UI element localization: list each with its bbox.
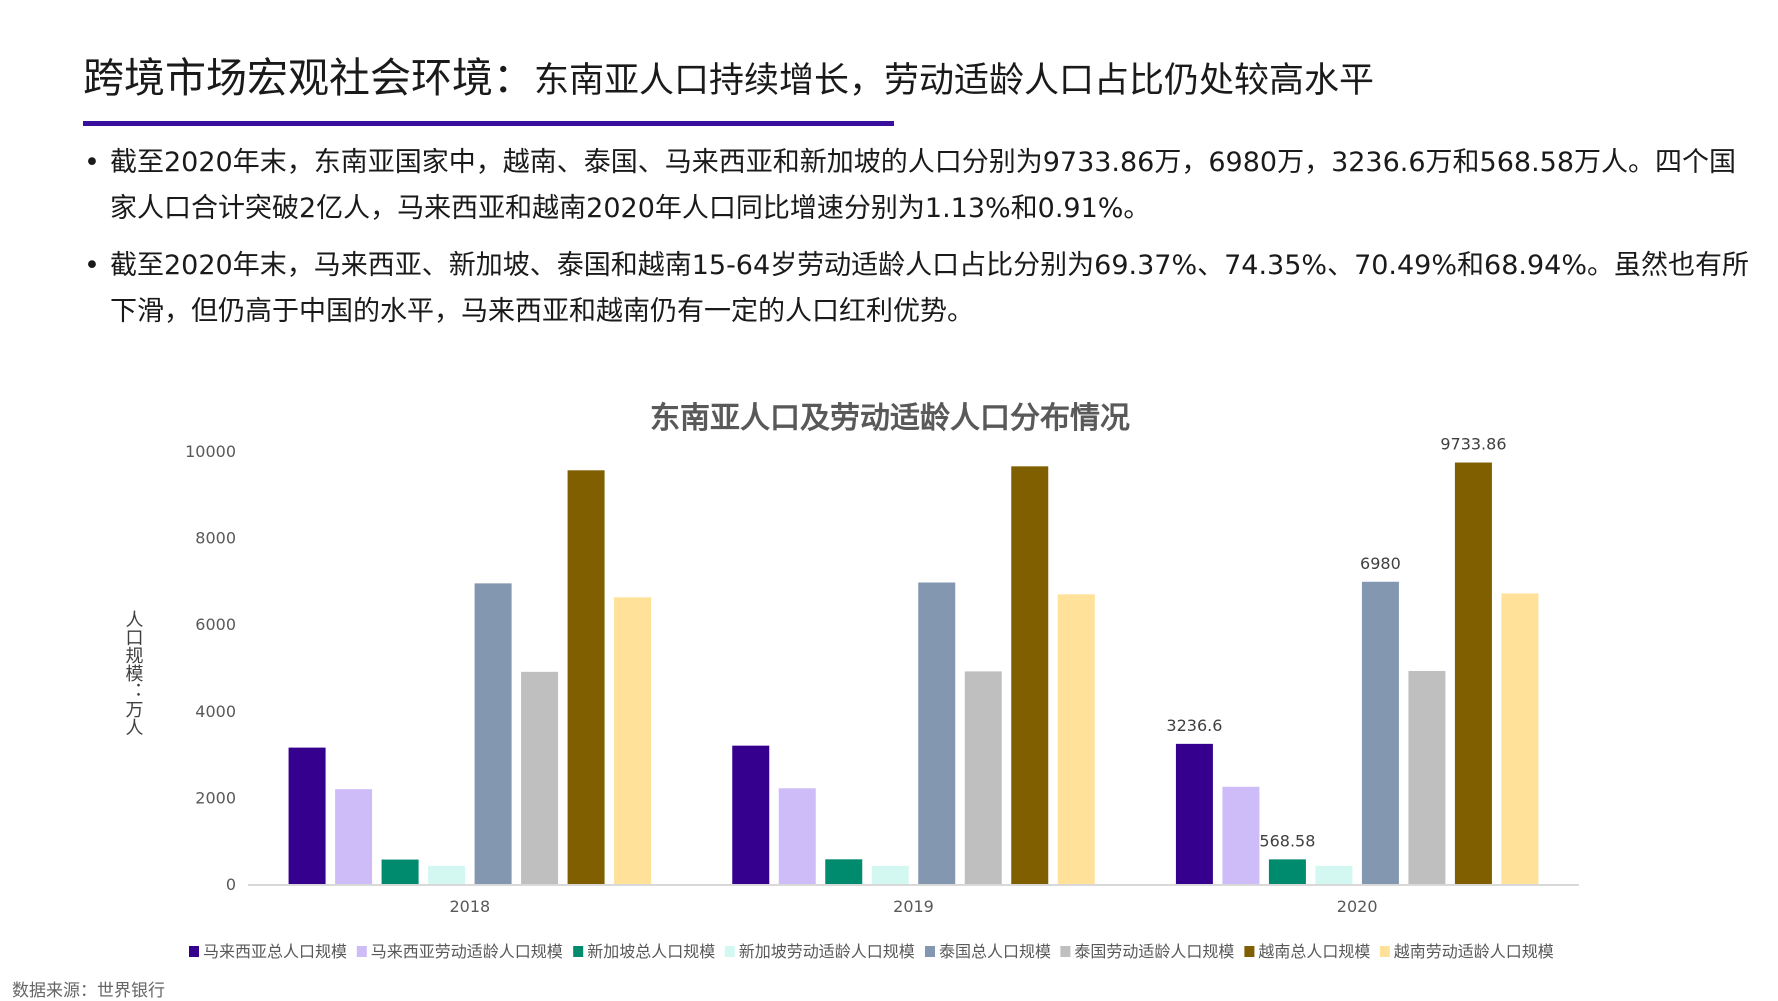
x-tick-label: 2020 — [1337, 897, 1378, 916]
bar — [825, 859, 863, 884]
legend-swatch — [1244, 946, 1255, 957]
x-tick-label: 2018 — [449, 897, 490, 916]
bar — [521, 671, 559, 884]
data-label: 6980 — [1360, 554, 1401, 573]
y-tick-label: 8000 — [195, 529, 236, 548]
bar — [1501, 593, 1539, 884]
y-tick-label: 10000 — [185, 442, 236, 461]
y-axis-label: 人口规模：万人 — [123, 610, 144, 736]
legend-label: 泰国总人口规模 — [939, 942, 1051, 961]
bar — [614, 597, 652, 884]
bar — [474, 583, 512, 884]
data-label: 9733.86 — [1440, 435, 1506, 454]
y-tick-label: 2000 — [195, 788, 236, 807]
legend-label: 越南总人口规模 — [1258, 942, 1370, 961]
legend-swatch — [925, 946, 935, 957]
bar — [964, 671, 1002, 884]
bar — [1057, 594, 1095, 884]
y-tick-label: 4000 — [195, 702, 236, 721]
bar — [335, 789, 373, 884]
legend-label: 马来西亚劳动适龄人口规模 — [371, 942, 563, 961]
legend-swatch — [356, 946, 367, 957]
legend-label: 马来西亚总人口规模 — [203, 942, 347, 961]
bar — [567, 470, 605, 884]
data-label: 568.58 — [1259, 831, 1315, 850]
legend-swatch — [1379, 946, 1390, 957]
data-source: 数据来源：世界银行 — [12, 981, 165, 1001]
legend-swatch — [573, 946, 584, 957]
bar — [1175, 743, 1213, 884]
bullet-list: • 截至2020年末，东南亚国家中，越南、泰国、马来西亚和新加坡的人口分别为973… — [82, 140, 1752, 346]
page-title-main: 跨境市场宏观社会环境： — [83, 54, 534, 102]
bullet-dot: • — [84, 250, 100, 281]
x-tick-label: 2019 — [893, 897, 934, 916]
legend-label: 新加坡总人口规模 — [587, 942, 715, 961]
bar — [1361, 581, 1399, 884]
title-underline — [83, 121, 894, 126]
bullet-item: • 截至2020年末，东南亚国家中，越南、泰国、马来西亚和新加坡的人口分别为973… — [82, 140, 1752, 232]
page-title: 跨境市场宏观社会环境：东南亚人口持续增长，劳动适龄人口占比仍处较高水平 — [83, 44, 1374, 104]
legend-label: 越南劳动适龄人口规模 — [1394, 942, 1554, 961]
bullet-item: • 截至2020年末，马来西亚、新加坡、泰国和越南15-64岁劳动适龄人口占比分别… — [82, 243, 1752, 335]
bar — [381, 859, 419, 884]
bar — [288, 747, 326, 884]
legend-swatch — [724, 946, 735, 957]
legend-swatch — [189, 946, 199, 957]
y-tick-label: 0 — [226, 875, 236, 894]
bar — [428, 865, 466, 884]
bar — [1454, 462, 1492, 884]
bar — [1222, 786, 1260, 884]
bar — [1408, 670, 1446, 884]
data-label: 3236.6 — [1166, 716, 1222, 735]
legend-label: 新加坡劳动适龄人口规模 — [739, 942, 915, 961]
bar — [871, 865, 909, 884]
legend-label: 泰国劳动适龄人口规模 — [1074, 942, 1234, 961]
bullet-text: 截至2020年末，马来西亚、新加坡、泰国和越南15-64岁劳动适龄人口占比分别为… — [110, 250, 1749, 327]
bar — [1011, 466, 1049, 884]
bar — [1315, 865, 1353, 884]
bar — [778, 788, 816, 884]
bar — [1268, 859, 1306, 884]
bullet-text: 截至2020年末，东南亚国家中，越南、泰国、马来西亚和新加坡的人口分别为9733… — [110, 147, 1737, 224]
y-tick-label: 6000 — [195, 615, 236, 634]
bar — [732, 745, 770, 884]
chart-title: 东南亚人口及劳动适龄人口分布情况 — [650, 401, 1130, 436]
page-title-sub: 东南亚人口持续增长，劳动适龄人口占比仍处较高水平 — [534, 61, 1375, 101]
bar — [918, 582, 956, 884]
legend-swatch — [1060, 946, 1071, 957]
bullet-dot: • — [84, 147, 100, 178]
